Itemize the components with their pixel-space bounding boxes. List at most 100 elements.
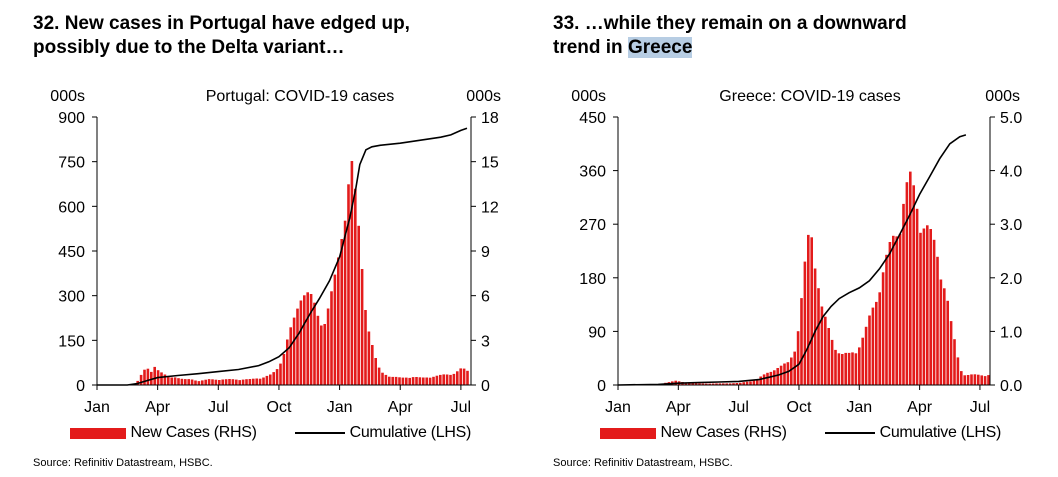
bar xyxy=(817,288,820,385)
bar xyxy=(303,295,306,385)
chart-legend: New Cases (RHS) Cumulative (LHS) xyxy=(70,424,471,444)
bar xyxy=(722,383,725,385)
bar xyxy=(963,375,966,385)
bar xyxy=(885,254,888,385)
bar-series xyxy=(660,171,990,385)
left-tick-label: 750 xyxy=(58,155,85,172)
bar xyxy=(415,377,418,385)
bar xyxy=(350,161,354,385)
bar xyxy=(830,339,834,385)
x-tick-label: Jul xyxy=(208,399,228,416)
bar xyxy=(462,368,466,385)
bar xyxy=(939,279,943,385)
bar xyxy=(756,379,759,385)
right-tick-label: 5.0 xyxy=(1000,110,1022,127)
bar xyxy=(728,383,732,385)
bar xyxy=(153,366,156,385)
bar xyxy=(224,379,228,385)
bar xyxy=(759,376,762,385)
cumulative-line xyxy=(97,127,468,386)
bar xyxy=(313,302,316,385)
bar xyxy=(347,184,350,385)
bar xyxy=(340,239,343,385)
bar xyxy=(987,375,990,385)
right-tick-label: 12 xyxy=(481,199,499,216)
bar xyxy=(252,378,255,385)
bar xyxy=(197,381,201,385)
legend-line-label: Cumulative (LHS) xyxy=(879,424,1002,441)
bar xyxy=(439,374,442,385)
left-tick-label: 0 xyxy=(597,378,606,395)
bar xyxy=(909,171,912,385)
bar xyxy=(442,374,445,385)
bar xyxy=(170,377,173,385)
bar xyxy=(265,375,269,385)
chart-panel-portugal: 32. New cases in Portugal have edged up,… xyxy=(0,0,520,477)
bar xyxy=(718,383,722,385)
bar xyxy=(272,372,275,385)
bar xyxy=(238,380,241,385)
chart-heading: 33. …while they remain on a downward tre… xyxy=(553,12,1033,60)
bar xyxy=(228,379,231,385)
bar xyxy=(292,317,296,385)
bar xyxy=(888,242,892,385)
greece-chart: Greece: COVID-19 cases 000s 000s 0 90 180 270 3… xyxy=(571,88,1022,416)
bar xyxy=(211,379,214,385)
bar xyxy=(449,374,452,385)
bar xyxy=(915,208,919,385)
right-axis-unit: 000s xyxy=(466,88,501,105)
bar xyxy=(776,368,779,385)
bar xyxy=(401,377,405,385)
bar xyxy=(207,379,211,385)
bar xyxy=(949,321,953,385)
bar xyxy=(282,354,286,385)
bar xyxy=(299,300,303,385)
bar xyxy=(698,383,701,385)
bar xyxy=(343,220,347,385)
x-tick-label: Jul xyxy=(451,399,471,416)
bar xyxy=(977,374,980,385)
left-axis-unit: 000s xyxy=(571,88,606,105)
right-tick-label: 1.0 xyxy=(1000,324,1022,341)
left-tick-label: 360 xyxy=(579,164,606,181)
x-tick-label: Jul xyxy=(970,399,990,416)
bar xyxy=(173,377,177,385)
bar xyxy=(820,306,824,385)
bar xyxy=(878,292,881,385)
bar xyxy=(766,372,769,385)
heading-line: 33. …while they remain on a downward xyxy=(553,13,907,34)
bar xyxy=(384,374,388,385)
bar xyxy=(435,375,439,385)
bar xyxy=(858,347,861,385)
bar xyxy=(333,274,337,385)
source-note: Source: Refinitiv Datastream, HSBC. xyxy=(33,457,213,469)
bar xyxy=(844,352,847,385)
legend-bar-swatch xyxy=(600,427,656,439)
bar xyxy=(769,371,773,385)
chart-legend: New Cases (RHS) Cumulative (LHS) xyxy=(600,424,1001,444)
bar xyxy=(807,234,810,385)
bar xyxy=(309,294,313,385)
bar xyxy=(834,349,837,385)
bar xyxy=(354,188,357,385)
bar xyxy=(398,377,401,385)
bar xyxy=(861,337,864,385)
bar xyxy=(752,380,756,385)
bar xyxy=(150,371,153,385)
bar xyxy=(367,331,371,385)
bar xyxy=(735,383,739,385)
bar xyxy=(466,370,469,385)
bar xyxy=(898,233,902,385)
bar xyxy=(245,379,248,385)
bar xyxy=(408,377,411,385)
bar xyxy=(841,354,844,385)
bar xyxy=(773,370,776,385)
bar xyxy=(902,203,905,385)
bar xyxy=(248,379,252,385)
bar xyxy=(956,357,960,385)
bar xyxy=(143,369,146,385)
right-tick-label: 18 xyxy=(481,110,499,127)
bar xyxy=(783,363,786,385)
bar xyxy=(241,379,245,385)
